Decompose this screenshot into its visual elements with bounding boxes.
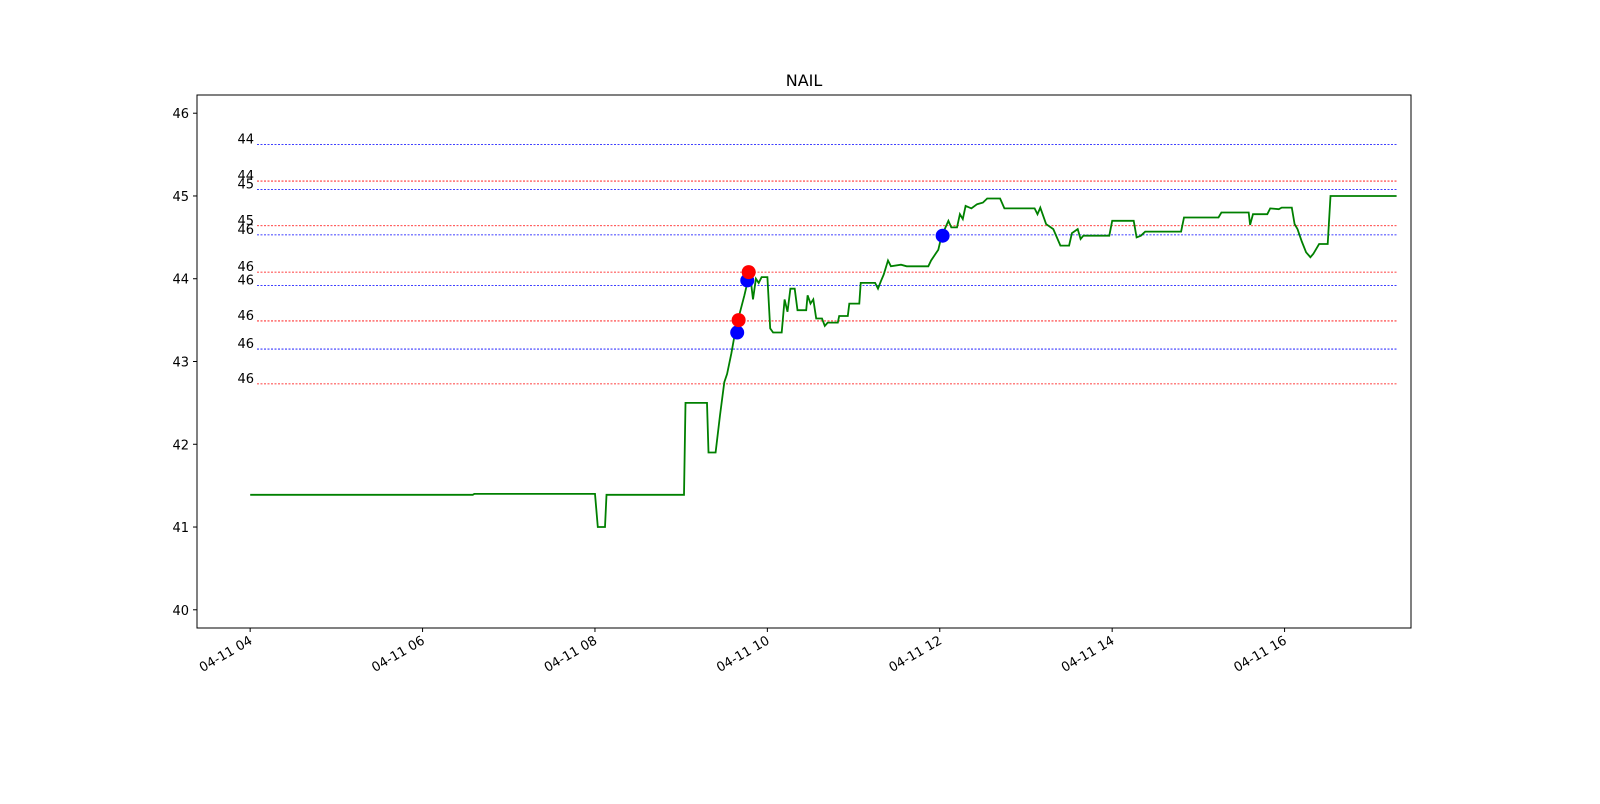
level-label: 46 <box>237 309 254 324</box>
x-tick-label: 04-11 12 <box>887 633 945 675</box>
y-tick-label: 40 <box>172 604 189 619</box>
blue-marker <box>730 325 745 340</box>
level-label: 46 <box>237 260 254 275</box>
y-tick-label: 41 <box>172 521 189 536</box>
level-label: 46 <box>237 273 254 288</box>
x-tick-label: 04-11 08 <box>542 633 600 675</box>
blue-marker <box>935 228 950 243</box>
y-tick-label: 45 <box>172 190 189 205</box>
x-tick-label: 04-11 14 <box>1059 633 1117 675</box>
x-tick-label: 04-11 04 <box>197 633 255 675</box>
y-tick-label: 46 <box>172 107 189 122</box>
x-tick-label: 04-11 16 <box>1231 633 1289 675</box>
chart-title: NAIL <box>786 71 823 90</box>
level-label: 44 <box>237 169 254 184</box>
x-axis: 04-11 04 04-11 06 04-11 08 04-11 10 04-11 12… <box>197 628 1290 676</box>
y-tick-label: 42 <box>172 438 189 453</box>
level-label: 45 <box>237 177 254 192</box>
y-tick-label: 44 <box>172 273 189 288</box>
x-tick-label: 04-11 10 <box>714 633 772 675</box>
level-label: 46 <box>237 337 254 352</box>
red-marker <box>741 265 756 280</box>
level-label: 46 <box>237 223 254 238</box>
axes-frame <box>196 94 1412 629</box>
red-marker <box>731 313 746 328</box>
level-label: 46 <box>237 372 254 387</box>
price-series-line <box>250 195 1397 528</box>
y-tick-label: 43 <box>172 356 189 371</box>
y-axis: 40 41 42 43 44 45 46 <box>172 107 197 619</box>
level-label: 45 <box>237 214 254 229</box>
level-label: 44 <box>237 133 254 148</box>
x-tick-label: 04-11 06 <box>369 633 427 675</box>
